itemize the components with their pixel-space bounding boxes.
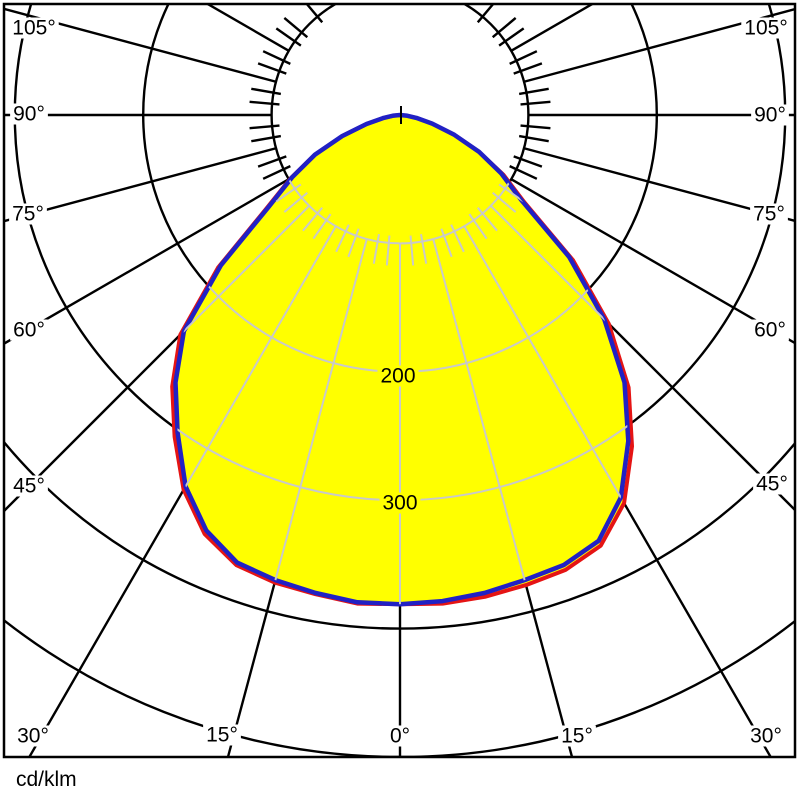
grid-angle-tick bbox=[513, 62, 543, 75]
grid-angle-tick bbox=[513, 155, 543, 168]
grid-angle-tick bbox=[275, 27, 302, 47]
grid-angle-tick bbox=[440, 228, 453, 258]
angle-label-bg bbox=[9, 17, 59, 39]
angle-label: 90° bbox=[13, 103, 45, 126]
grid-angle-tick bbox=[476, 5, 494, 24]
angle-label: 30° bbox=[750, 725, 782, 748]
angle-label-bg bbox=[14, 725, 52, 747]
radial-value-label: 300 bbox=[382, 492, 417, 515]
grid-angle-tick bbox=[420, 233, 428, 264]
grid-radial-line bbox=[175, 225, 337, 605]
angle-label: 75° bbox=[12, 203, 44, 226]
grid-angle-tick bbox=[262, 50, 291, 65]
unit-label: cd/klm bbox=[16, 768, 77, 791]
grid-angle-tick bbox=[518, 87, 549, 96]
grid-radial-line bbox=[523, 8, 794, 83]
grid-angle-tick bbox=[509, 50, 538, 65]
grid-angle-tick bbox=[275, 183, 302, 203]
angle-label-bg bbox=[747, 725, 785, 747]
grid-radial-line bbox=[175, 238, 368, 605]
grid-angle-tick bbox=[498, 183, 525, 203]
angle-label-bg bbox=[751, 104, 789, 126]
grid-angle-tick bbox=[306, 5, 324, 24]
angle-label: 15° bbox=[206, 724, 238, 747]
angle-label-bg bbox=[9, 203, 47, 225]
grid-angle-tick bbox=[450, 224, 465, 253]
grid-angle-tick bbox=[372, 233, 380, 264]
angle-label: 75° bbox=[753, 203, 785, 226]
grid-angle-tick bbox=[347, 228, 360, 258]
grid-angle-tick bbox=[520, 124, 551, 130]
grid-angle-tick bbox=[283, 192, 308, 213]
grid-angle-tick bbox=[249, 124, 280, 130]
grid-angle-tick bbox=[409, 235, 415, 266]
grid-angle-tick bbox=[491, 17, 517, 39]
grid-angle-tick bbox=[335, 224, 350, 253]
angle-label-bg bbox=[10, 475, 48, 497]
angle-label-bg bbox=[741, 17, 791, 39]
angle-label: 60° bbox=[754, 319, 786, 342]
grid-angle-tick bbox=[385, 235, 391, 266]
angle-label-bg bbox=[750, 203, 788, 225]
angle-label: 45° bbox=[756, 473, 788, 496]
grid-radial-line bbox=[5, 178, 290, 345]
grid-angle-tick bbox=[249, 100, 280, 106]
grid-angle-tick bbox=[498, 27, 525, 47]
angle-label: 30° bbox=[17, 725, 49, 748]
grid-angle-tick bbox=[477, 207, 498, 232]
grid-angle-tick bbox=[302, 207, 323, 232]
angle-label: 45° bbox=[13, 475, 45, 498]
angle-label-bg bbox=[10, 103, 48, 125]
angle-label: 105° bbox=[12, 17, 55, 40]
angle-label-bg bbox=[10, 319, 48, 341]
grid-radial-line bbox=[175, 205, 310, 605]
grid-radial-line bbox=[490, 205, 629, 605]
angle-label-bg bbox=[751, 319, 789, 341]
radial-value-label-bg bbox=[377, 365, 419, 387]
grid-radial-line bbox=[5, 147, 277, 223]
grid-angle-tick bbox=[468, 213, 488, 240]
grid-angle-tick bbox=[262, 165, 291, 180]
radial-value-label: 200 bbox=[380, 365, 415, 388]
grid-radial-line bbox=[510, 178, 794, 344]
grid-radial-line bbox=[463, 225, 629, 605]
grid-radial-line bbox=[523, 147, 794, 222]
angle-label: 15° bbox=[561, 725, 593, 748]
grid-angle-tick bbox=[251, 87, 282, 96]
radial-value-label-bg bbox=[379, 492, 421, 514]
grid-angle-tick bbox=[509, 165, 538, 180]
grid-radial-line bbox=[5, 7, 277, 83]
angle-label: 60° bbox=[13, 319, 45, 342]
angle-label-bg bbox=[753, 473, 791, 495]
grid-angle-tick bbox=[251, 134, 282, 143]
angle-label: 105° bbox=[744, 17, 787, 40]
angle-label-bg bbox=[386, 725, 414, 747]
grid-angle-tick bbox=[520, 100, 551, 106]
plot-border bbox=[2, 2, 797, 759]
grid-angle-tick bbox=[283, 17, 309, 39]
angle-label: 90° bbox=[754, 104, 786, 127]
grid-angle-tick bbox=[518, 134, 549, 143]
angle-label-bg bbox=[203, 724, 241, 746]
grid-angle-tick bbox=[257, 62, 287, 75]
grid-radial-line bbox=[432, 238, 629, 605]
grid-angle-tick bbox=[257, 155, 287, 168]
grid-angle-tick bbox=[312, 213, 332, 240]
angle-label-bg bbox=[558, 725, 596, 747]
angle-label: 0° bbox=[390, 725, 410, 748]
grid-angle-tick bbox=[492, 192, 517, 213]
